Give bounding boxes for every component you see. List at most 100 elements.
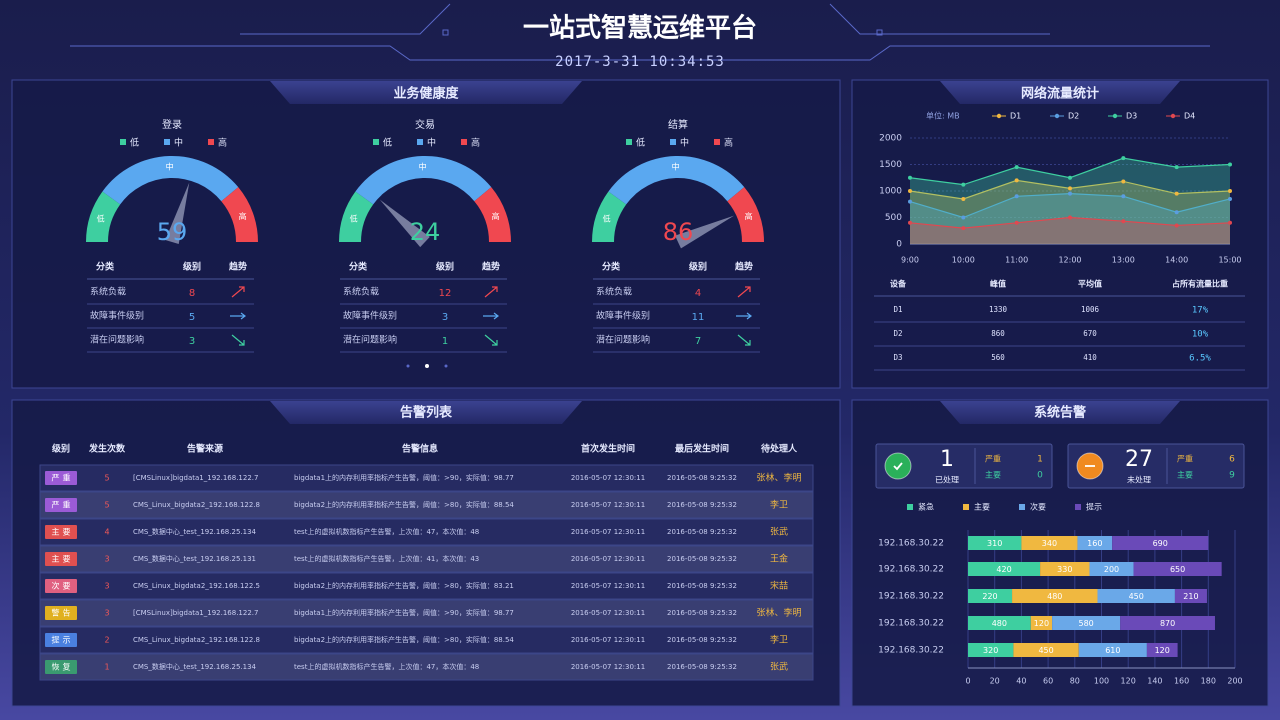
table-cell: 2016-05-08 9:25:32 — [667, 663, 737, 671]
table-cell: 系统负载 — [596, 286, 632, 298]
bar-segment — [1052, 616, 1121, 630]
data-point — [1014, 178, 1019, 183]
table-cell: D1 — [893, 305, 902, 314]
status-item-name: 主要 — [1177, 470, 1193, 480]
table-header: 首次发生时间 — [581, 443, 635, 455]
table-cell: 2016-05-07 12:30:11 — [571, 501, 645, 509]
gauge-zone-label: 高 — [745, 211, 753, 221]
legend-swatch — [714, 139, 720, 145]
table-cell: bigdata1上的内存利用率指标产生告警，阈值：>90，实际值：98.77 — [294, 608, 514, 617]
gauge-zone-label: 高 — [492, 211, 500, 221]
table-cell: bigdata2上的内存利用率指标产生告警，阈值：>80，实际值：83.21 — [294, 581, 514, 590]
table-cell: 张武 — [770, 526, 788, 538]
legend-label: D1 — [1010, 112, 1021, 121]
data-point — [1121, 156, 1126, 161]
gauge-zone-label: 中 — [419, 162, 427, 172]
table-cell: 次要 — [52, 581, 74, 591]
gauge-zone-label: 低 — [603, 213, 611, 223]
y-tick-label: 192.168.30.22 — [878, 619, 944, 629]
table-header: 趋势 — [482, 261, 500, 273]
y-tick-label: 192.168.30.22 — [878, 565, 944, 575]
bar-segment — [968, 562, 1041, 576]
table-cell: D3 — [893, 353, 902, 362]
status-icon — [884, 452, 912, 480]
gauge-needle — [675, 215, 735, 249]
gauge-value: 24 — [410, 218, 441, 246]
bar-segment — [968, 616, 1031, 630]
data-point — [961, 182, 966, 187]
data-point — [1068, 191, 1072, 196]
bar-segment — [1012, 589, 1098, 603]
x-tick-label: 120 — [1121, 677, 1136, 686]
gauge-zone — [608, 156, 745, 205]
status-item-name: 严重 — [985, 454, 1001, 464]
trend-arrow — [231, 334, 245, 346]
table-cell: 5 — [189, 312, 195, 323]
table-cell: bigdata2上的内存利用率指标产生告警，阈值：>80，实际值：88.54 — [294, 635, 514, 644]
table-cell: [CMSLinux]bigdata1_192.168.122.7 — [133, 474, 258, 482]
table-cell: 3 — [104, 609, 109, 618]
table-header: 级别 — [51, 443, 70, 455]
level-badge — [45, 525, 77, 539]
legend-label: 高 — [471, 137, 480, 149]
panel-tabs — [270, 81, 1180, 424]
bar-segment — [1077, 536, 1113, 550]
gauge-zone-label: 低 — [97, 213, 105, 223]
table-header: 设备 — [890, 279, 907, 289]
table-header: 峰值 — [990, 279, 1006, 289]
table-cell: [CMSLinux]bigdata1_192.168.122.7 — [133, 609, 258, 617]
series-area — [910, 217, 1230, 244]
table-header: 分类 — [349, 261, 368, 273]
table-cell: 11 — [692, 312, 705, 323]
table-cell: 系统负载 — [343, 286, 379, 298]
bar-segment — [1013, 643, 1079, 657]
table-header: 趋势 — [229, 261, 247, 273]
gauge-zone-label: 低 — [350, 213, 358, 223]
panel-title: 系统告警 — [1034, 405, 1086, 421]
y-tick-label: 2000 — [879, 134, 902, 144]
data-point — [1014, 220, 1019, 225]
table-cell: 5 — [104, 474, 109, 483]
bar-label: 340 — [1042, 539, 1057, 548]
y-tick-label: 192.168.30.22 — [878, 539, 944, 549]
data-point — [961, 196, 966, 201]
legend-label: 低 — [130, 137, 139, 149]
table-cell: 2016-05-07 12:30:11 — [571, 582, 645, 590]
table-cell: CMS_数据中心_test_192.168.25.131 — [133, 554, 256, 563]
x-tick-label: 9:00 — [901, 256, 919, 265]
table-cell: 潜在问题影响 — [343, 334, 397, 346]
legend-label: 高 — [218, 137, 227, 149]
table-row — [39, 464, 814, 492]
bar-label: 650 — [1170, 565, 1185, 574]
table-cell: 2016-05-08 9:25:32 — [667, 501, 737, 509]
x-tick-label: 60 — [1043, 677, 1053, 686]
bar-segment — [968, 643, 1014, 657]
table-cell: 李卫 — [770, 634, 788, 646]
table-cell: 410 — [1083, 353, 1097, 362]
legend-swatch — [164, 139, 170, 145]
table-cell: CMS_Linux_bigdata2_192.168.122.8 — [133, 501, 260, 509]
gauge-title: 结算 — [668, 118, 688, 131]
table-cell: 提示 — [52, 635, 74, 645]
status-item-name: 严重 — [1177, 454, 1193, 464]
data-point — [1121, 219, 1126, 224]
table-cell: 2016-05-08 9:25:32 — [667, 609, 737, 617]
legend-swatch — [907, 504, 913, 510]
legend-label: 高 — [724, 137, 733, 149]
legend-label: 低 — [636, 137, 645, 149]
table-cell: 主要 — [52, 527, 74, 537]
data-point — [908, 189, 912, 193]
status-card — [1067, 443, 1245, 489]
table-row — [39, 572, 814, 600]
gauge-zone — [221, 187, 258, 242]
legend-label: 次要 — [1030, 502, 1046, 512]
legend-label: 主要 — [974, 502, 990, 512]
status-icon-glyph — [893, 462, 903, 471]
legend-swatch — [373, 139, 379, 145]
bar-segment — [1174, 589, 1207, 603]
legend-label: D4 — [1184, 112, 1195, 121]
table-cell: 3 — [442, 312, 448, 323]
status-item-value: 9 — [1229, 471, 1235, 481]
x-tick-label: 40 — [1016, 677, 1026, 686]
table-cell: 3 — [104, 582, 109, 591]
